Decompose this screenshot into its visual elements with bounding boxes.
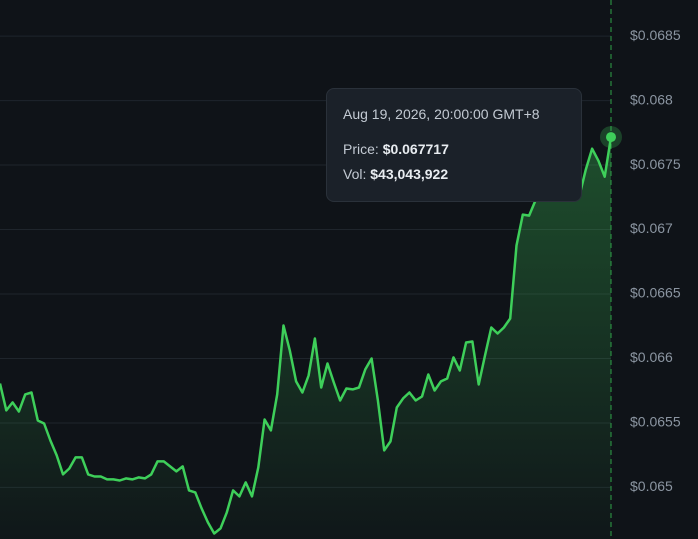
- y-tick-label: $0.067: [630, 220, 673, 236]
- tooltip-volume: Vol: $43,043,922: [343, 166, 448, 182]
- y-tick-label: $0.0655: [630, 414, 681, 430]
- price-label: Price:: [343, 141, 379, 157]
- volume-value: $43,043,922: [370, 166, 449, 182]
- price-value: $0.067717: [382, 141, 449, 157]
- y-tick-label: $0.065: [630, 478, 673, 494]
- y-tick-label: $0.0665: [630, 285, 681, 301]
- tooltip-price: Price: $0.067717: [343, 141, 449, 157]
- y-tick-label: $0.0675: [630, 156, 681, 172]
- tooltip-date: Aug 19, 2026, 20:00:00 GMT+8: [343, 106, 540, 122]
- tooltip: Aug 19, 2026, 20:00:00 GMT+8 Price: $0.0…: [326, 88, 582, 202]
- y-tick-label: $0.068: [630, 91, 673, 107]
- volume-label: Vol:: [343, 166, 367, 182]
- area: [0, 137, 611, 539]
- y-tick-label: $0.0685: [630, 27, 681, 43]
- price-line: [0, 136, 613, 535]
- hover-point: [606, 132, 616, 143]
- y-tick-label: $0.066: [630, 349, 673, 365]
